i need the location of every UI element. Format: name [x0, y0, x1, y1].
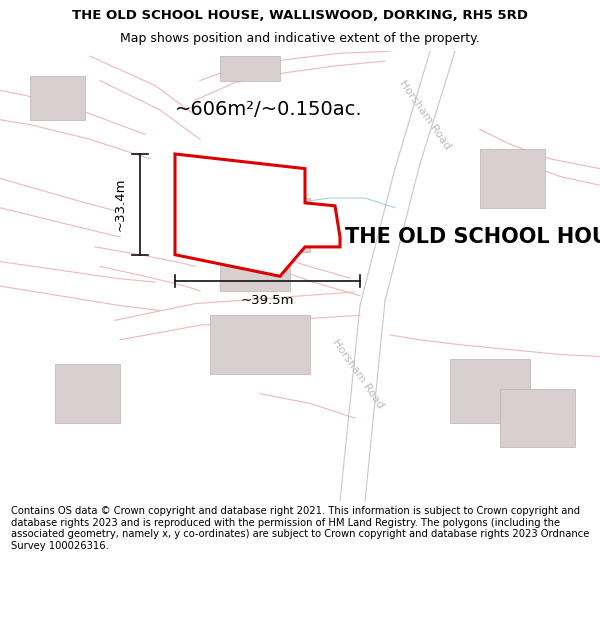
Polygon shape [480, 149, 545, 208]
Text: THE OLD SCHOOL HOUSE: THE OLD SCHOOL HOUSE [345, 227, 600, 247]
Polygon shape [55, 364, 120, 423]
Polygon shape [220, 247, 290, 291]
Text: ~39.5m: ~39.5m [241, 294, 294, 308]
Text: THE OLD SCHOOL HOUSE, WALLISWOOD, DORKING, RH5 5RD: THE OLD SCHOOL HOUSE, WALLISWOOD, DORKIN… [72, 9, 528, 22]
Text: Map shows position and indicative extent of the property.: Map shows position and indicative extent… [120, 32, 480, 45]
Polygon shape [500, 389, 575, 448]
Polygon shape [210, 316, 310, 374]
Polygon shape [30, 76, 85, 120]
Text: Horsham Road: Horsham Road [331, 338, 386, 411]
Polygon shape [225, 198, 310, 252]
Polygon shape [175, 154, 340, 276]
Text: ~606m²/~0.150ac.: ~606m²/~0.150ac. [175, 101, 362, 119]
Text: Horsham Road: Horsham Road [397, 78, 452, 151]
Polygon shape [450, 359, 530, 423]
Text: Contains OS data © Crown copyright and database right 2021. This information is : Contains OS data © Crown copyright and d… [11, 506, 589, 551]
Polygon shape [220, 56, 280, 81]
Text: ~33.4m: ~33.4m [113, 177, 127, 231]
